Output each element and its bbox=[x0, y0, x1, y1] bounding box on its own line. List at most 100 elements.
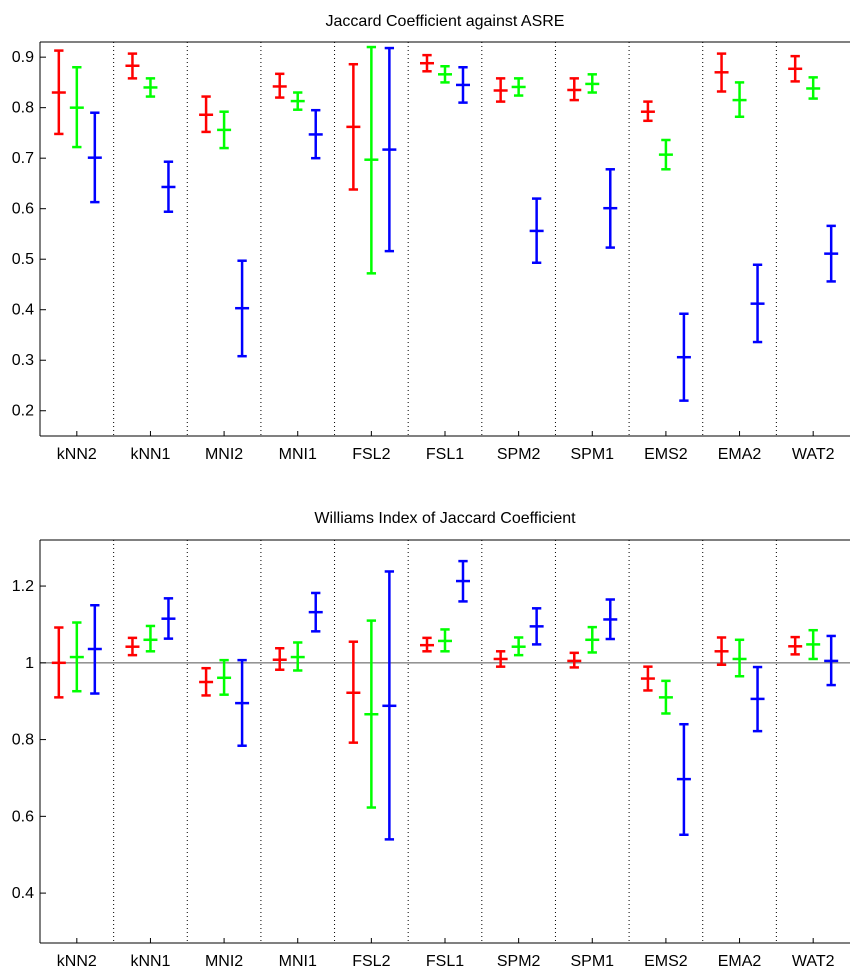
error-bar bbox=[125, 636, 140, 657]
error-bar bbox=[382, 570, 397, 841]
error-bar bbox=[69, 621, 84, 693]
error-bar bbox=[161, 597, 176, 640]
error-bar bbox=[308, 108, 323, 160]
x-tick-label: kNN2 bbox=[57, 953, 97, 969]
error-bar bbox=[290, 91, 305, 111]
x-tick-label: SPM2 bbox=[497, 446, 541, 463]
x-tick-label: FSL2 bbox=[352, 953, 390, 969]
x-tick-label: EMA2 bbox=[718, 446, 762, 463]
x-tick-label: MNI2 bbox=[205, 953, 243, 969]
error-bar bbox=[199, 95, 214, 134]
error-bar bbox=[511, 77, 526, 97]
error-bar bbox=[567, 651, 582, 669]
y-tick-label: 1.2 bbox=[12, 578, 34, 595]
x-tick-label: FSL1 bbox=[426, 953, 464, 969]
y-tick-label: 0.7 bbox=[12, 150, 34, 167]
x-tick-label: EMS2 bbox=[644, 953, 688, 969]
error-bar bbox=[438, 628, 452, 653]
x-tick-label: WAT2 bbox=[792, 446, 835, 463]
error-bar bbox=[420, 53, 434, 73]
y-tick-label: 0.8 bbox=[12, 100, 34, 117]
error-bar bbox=[640, 100, 655, 123]
x-tick-label: MNI1 bbox=[279, 446, 317, 463]
y-tick-label: 0.2 bbox=[12, 403, 34, 420]
error-bar bbox=[714, 636, 729, 666]
error-bar bbox=[732, 638, 747, 678]
x-tick-label: MNI2 bbox=[205, 446, 243, 463]
x-tick-label: EMS2 bbox=[644, 446, 688, 463]
error-bar bbox=[824, 224, 839, 283]
x-tick-label: MNI1 bbox=[279, 953, 317, 969]
x-tick-label: WAT2 bbox=[792, 953, 835, 969]
error-bar bbox=[788, 54, 803, 83]
error-bar bbox=[364, 45, 379, 275]
error-bar bbox=[87, 603, 102, 695]
error-bar bbox=[529, 197, 544, 264]
error-bar bbox=[676, 722, 691, 837]
error-bar bbox=[658, 138, 673, 171]
error-bar bbox=[732, 81, 747, 119]
error-bar bbox=[217, 110, 232, 150]
y-tick-label: 0.5 bbox=[12, 251, 34, 268]
y-tick-label: 0.4 bbox=[12, 885, 34, 902]
y-tick-label: 0.6 bbox=[12, 808, 34, 825]
error-bar bbox=[51, 49, 66, 136]
chart-title: Jaccard Coefficient against ASRE bbox=[326, 13, 565, 30]
x-tick-label: SPM1 bbox=[570, 446, 614, 463]
error-bar bbox=[806, 76, 821, 100]
error-bar bbox=[456, 559, 470, 603]
x-tick-label: EMA2 bbox=[718, 953, 762, 969]
error-bar bbox=[529, 607, 544, 646]
x-tick-label: SPM2 bbox=[497, 953, 541, 969]
error-bar bbox=[346, 640, 361, 744]
error-bar bbox=[272, 646, 287, 671]
y-tick-label: 1 bbox=[25, 655, 34, 672]
error-bar bbox=[235, 658, 250, 747]
error-bar bbox=[788, 635, 803, 656]
error-bar bbox=[364, 619, 379, 809]
error-bar bbox=[438, 64, 452, 84]
x-tick-label: kNN2 bbox=[57, 446, 97, 463]
error-bar bbox=[346, 62, 361, 191]
error-bar bbox=[290, 641, 305, 672]
y-tick-label: 0.6 bbox=[12, 201, 34, 218]
y-tick-label: 0.8 bbox=[12, 732, 34, 749]
x-tick-label: FSL2 bbox=[352, 446, 390, 463]
error-bar bbox=[640, 665, 655, 692]
error-bar bbox=[806, 628, 821, 661]
error-bar bbox=[658, 679, 673, 715]
y-tick-label: 0.3 bbox=[12, 352, 34, 369]
error-bar bbox=[420, 636, 434, 653]
error-bar bbox=[456, 66, 470, 104]
error-bar bbox=[585, 73, 600, 94]
error-bar bbox=[567, 77, 582, 102]
error-bar bbox=[161, 160, 176, 213]
error-bar bbox=[272, 72, 287, 99]
error-bar bbox=[750, 263, 765, 344]
error-bar bbox=[585, 625, 600, 654]
chart-panel-1: Jaccard Coefficient against ASRE 0.2 0.3 0.… bbox=[12, 13, 850, 463]
x-tick-label: kNN1 bbox=[130, 953, 170, 969]
chart-title: Williams Index of Jaccard Coefficient bbox=[314, 510, 576, 527]
chart-panel-2: Williams Index of Jaccard Coefficient 0.4… bbox=[12, 510, 850, 969]
error-bar bbox=[235, 259, 250, 358]
error-bar bbox=[308, 591, 323, 633]
error-bar bbox=[511, 636, 526, 657]
error-bar bbox=[51, 626, 66, 699]
error-bar bbox=[603, 168, 618, 249]
x-tick-label: kNN1 bbox=[130, 446, 170, 463]
x-tick-label: SPM1 bbox=[570, 953, 614, 969]
error-bar bbox=[676, 312, 691, 402]
error-bar bbox=[143, 77, 158, 98]
error-bar bbox=[493, 650, 508, 668]
error-bar bbox=[382, 46, 397, 253]
error-bar bbox=[603, 598, 618, 641]
error-bar bbox=[217, 658, 232, 696]
error-bar bbox=[143, 624, 158, 653]
error-bar bbox=[750, 665, 765, 733]
x-tick-label: FSL1 bbox=[426, 446, 464, 463]
error-bar bbox=[125, 52, 140, 80]
error-bar bbox=[824, 634, 839, 687]
error-bar bbox=[493, 77, 508, 103]
